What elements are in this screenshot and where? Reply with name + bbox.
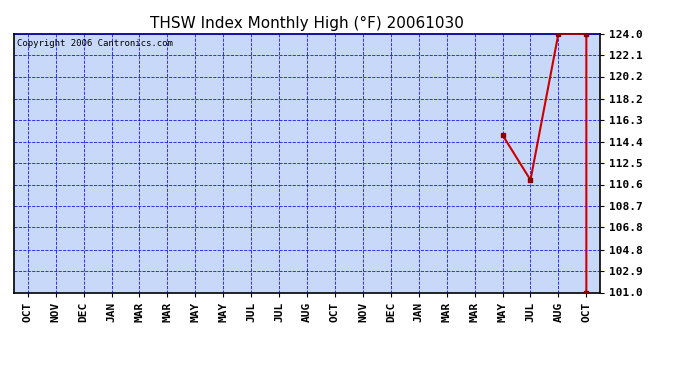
Title: THSW Index Monthly High (°F) 20061030: THSW Index Monthly High (°F) 20061030 [150, 16, 464, 31]
Text: Copyright 2006 Cantronics.com: Copyright 2006 Cantronics.com [17, 39, 172, 48]
